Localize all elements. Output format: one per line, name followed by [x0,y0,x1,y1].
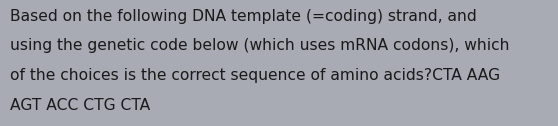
Text: AGT ACC CTG CTA: AGT ACC CTG CTA [10,98,150,113]
Text: of the choices is the correct sequence of amino acids?CTA AAG: of the choices is the correct sequence o… [10,68,500,83]
Text: using the genetic code below (which uses mRNA codons), which: using the genetic code below (which uses… [10,38,509,53]
Text: Based on the following DNA template (=coding) strand, and: Based on the following DNA template (=co… [10,9,477,24]
